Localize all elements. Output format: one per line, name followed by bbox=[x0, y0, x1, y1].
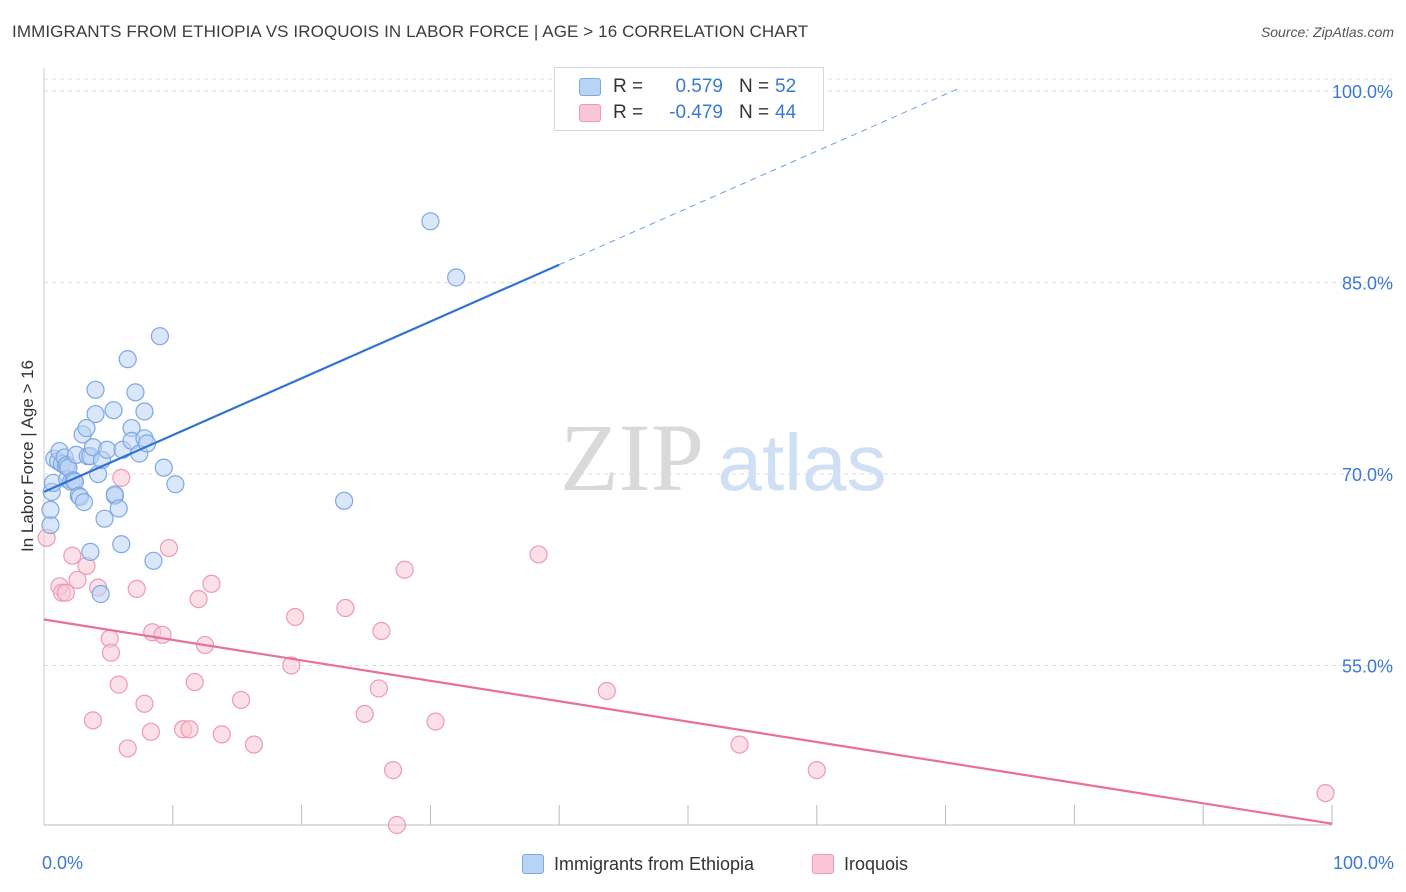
legend-r-value: 0.579 bbox=[675, 76, 723, 97]
ethiopia-point bbox=[150, 327, 170, 346]
iroquois-point bbox=[112, 468, 131, 487]
iroquois-point bbox=[286, 607, 305, 627]
source-label: Source: ZipAtlas.com bbox=[1260, 24, 1394, 40]
ethiopia-point bbox=[77, 418, 96, 438]
iroquois-point bbox=[180, 720, 199, 739]
ethiopia-point bbox=[91, 584, 110, 604]
ethiopia-point bbox=[41, 515, 60, 535]
ethiopia-trend-extension bbox=[558, 88, 959, 266]
correlation-legend: R = 0.579 N = 52 R = -0.479 N = 44 bbox=[554, 67, 824, 131]
legend-r-label: R = bbox=[613, 102, 644, 123]
ethiopia-point bbox=[86, 404, 105, 424]
ethiopia-point bbox=[95, 509, 114, 528]
iroquois-point bbox=[135, 694, 154, 713]
ethiopia-point bbox=[86, 380, 105, 399]
legend-row-iroquois: R = -0.479 N = 44 bbox=[579, 100, 796, 126]
y-axis-label: In Labor Force | Age > 16 bbox=[18, 359, 37, 553]
series-legend-ethiopia: Immigrants from Ethiopia bbox=[522, 852, 754, 876]
ethiopia-point bbox=[126, 383, 145, 402]
iroquois-point bbox=[83, 711, 103, 730]
iroquois-point bbox=[202, 574, 221, 593]
iroquois-point bbox=[109, 675, 128, 694]
y-tick-label: 85.0% bbox=[1342, 274, 1393, 294]
ethiopia-point bbox=[109, 499, 128, 518]
iroquois-point bbox=[807, 761, 826, 780]
ethiopia-point bbox=[74, 493, 94, 512]
trend-lines bbox=[43, 88, 1333, 825]
iroquois-point bbox=[336, 598, 355, 618]
iroquois-point bbox=[141, 722, 161, 741]
watermark-zip: ZIP bbox=[560, 404, 704, 511]
legend-r-label: R = bbox=[613, 76, 644, 97]
iroquois-point bbox=[730, 735, 749, 754]
iroquois-point bbox=[118, 739, 137, 758]
x-tick-label: 0.0% bbox=[42, 853, 83, 873]
chart-title: IMMIGRANTS FROM ETHIOPIA VS IROQUOIS IN … bbox=[12, 22, 809, 41]
series-name-ethiopia: Immigrants from Ethiopia bbox=[554, 853, 755, 874]
y-tick-label: 100.0% bbox=[1332, 82, 1393, 102]
iroquois-point bbox=[56, 583, 75, 602]
iroquois-point bbox=[426, 712, 445, 731]
ethiopia-trend-line bbox=[43, 263, 560, 493]
y-tick-label: 70.0% bbox=[1342, 465, 1393, 485]
legend-n-label: N = bbox=[739, 102, 770, 123]
x-tick-label: 100.0% bbox=[1333, 853, 1394, 873]
legend-r-value: -0.479 bbox=[669, 102, 723, 123]
y-tick-label: 55.0% bbox=[1342, 656, 1393, 676]
legend-n-label: N = bbox=[739, 76, 770, 97]
ethiopia-point bbox=[421, 212, 440, 231]
iroquois-trend-line bbox=[43, 618, 1333, 825]
ethiopia-point bbox=[104, 401, 123, 420]
iroquois-point bbox=[101, 643, 121, 662]
ethiopia-point bbox=[335, 491, 354, 510]
ethiopia-point bbox=[166, 475, 185, 494]
axes bbox=[43, 68, 1333, 826]
iroquois-point bbox=[244, 735, 264, 754]
iroquois-point bbox=[282, 656, 301, 675]
ethiopia-points bbox=[41, 212, 466, 604]
legend-n-value: 52 bbox=[775, 76, 797, 97]
iroquois-point bbox=[355, 704, 374, 724]
legend-row-ethiopia: R = 0.579 N = 52 bbox=[579, 74, 796, 100]
tick-labels: 55.0% 70.0% 85.0% 100.0% 0.0% 100.0% bbox=[42, 82, 1394, 873]
legend-n-value: 44 bbox=[775, 102, 797, 123]
ethiopia-point bbox=[118, 350, 137, 369]
iroquois-point bbox=[159, 538, 179, 558]
grid-lines bbox=[44, 78, 1392, 666]
iroquois-point bbox=[372, 621, 391, 641]
iroquois-point bbox=[369, 679, 388, 698]
watermark-atlas: atlas bbox=[718, 418, 887, 507]
legend-swatch-blue bbox=[579, 78, 601, 96]
iroquois-point bbox=[185, 672, 204, 692]
iroquois-point bbox=[1316, 783, 1335, 803]
iroquois-point bbox=[395, 560, 414, 579]
series-name-iroquois: Iroquois bbox=[844, 853, 909, 874]
ethiopia-point bbox=[81, 542, 100, 561]
ethiopia-point bbox=[144, 551, 163, 570]
iroquois-point bbox=[127, 579, 146, 598]
iroquois-point bbox=[597, 681, 616, 701]
iroquois-point bbox=[231, 690, 251, 710]
ethiopia-point bbox=[135, 402, 154, 421]
iroquois-point bbox=[189, 589, 208, 609]
series-swatch-blue bbox=[522, 854, 544, 874]
series-legend-iroquois: Iroquois bbox=[812, 852, 908, 876]
ethiopia-point bbox=[98, 440, 117, 459]
iroquois-point bbox=[63, 546, 82, 565]
series-swatch-pink bbox=[812, 854, 834, 874]
iroquois-point bbox=[387, 815, 407, 835]
ethiopia-point bbox=[447, 268, 466, 287]
legend-swatch-pink bbox=[579, 104, 601, 122]
iroquois-point bbox=[529, 545, 548, 564]
ethiopia-point bbox=[41, 500, 60, 519]
iroquois-point bbox=[68, 570, 87, 590]
ethiopia-point bbox=[112, 535, 131, 554]
watermark: ZIP atlas bbox=[560, 404, 886, 511]
iroquois-point bbox=[153, 625, 172, 644]
iroquois-point bbox=[383, 761, 403, 780]
ethiopia-point bbox=[154, 458, 173, 477]
iroquois-point bbox=[212, 725, 231, 744]
iroquois-points bbox=[37, 468, 1335, 835]
